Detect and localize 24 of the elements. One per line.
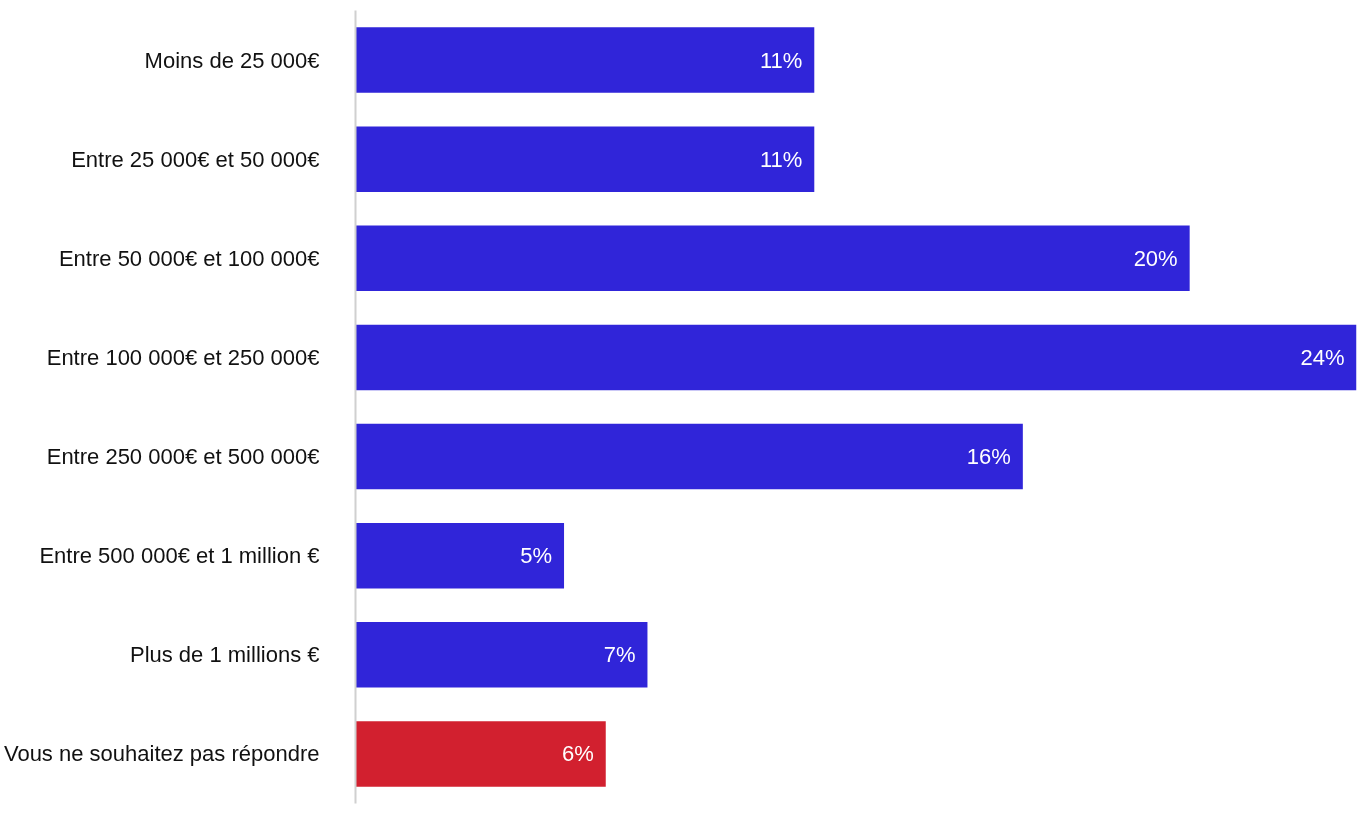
data-label: 16%: [966, 444, 1011, 470]
y-tick-label: Entre 250 000€ et 500 000€: [46, 444, 320, 470]
bar: [355, 721, 606, 787]
bar: [355, 126, 815, 192]
data-label: 11%: [759, 47, 803, 73]
y-tick-label: Entre 25 000€ et 50 000€: [71, 146, 320, 172]
bar: [355, 522, 565, 589]
data-label: 20%: [1133, 245, 1178, 271]
y-tick-label: Plus de 1 millions €: [129, 642, 320, 668]
y-tick-label: Entre 100 000€ et 250 000€: [46, 344, 320, 370]
data-label: 11%: [759, 146, 803, 172]
bar: [355, 622, 648, 688]
bar: [355, 225, 1190, 292]
bar: [355, 27, 815, 93]
data-label: 6%: [561, 741, 594, 767]
y-tick-label: Entre 500 000€ et 1 million €: [39, 543, 320, 569]
data-label: 7%: [603, 642, 636, 668]
bar: [355, 324, 1357, 391]
y-tick-label: Moins de 25 000€: [144, 47, 320, 73]
bar: [355, 423, 1023, 490]
y-tick-label: Vous ne souhaitez pas répondre: [3, 741, 320, 767]
data-label: 24%: [1300, 344, 1345, 370]
data-label: 5%: [520, 543, 553, 569]
y-tick-label: Entre 50 000€ et 100 000€: [58, 245, 320, 271]
